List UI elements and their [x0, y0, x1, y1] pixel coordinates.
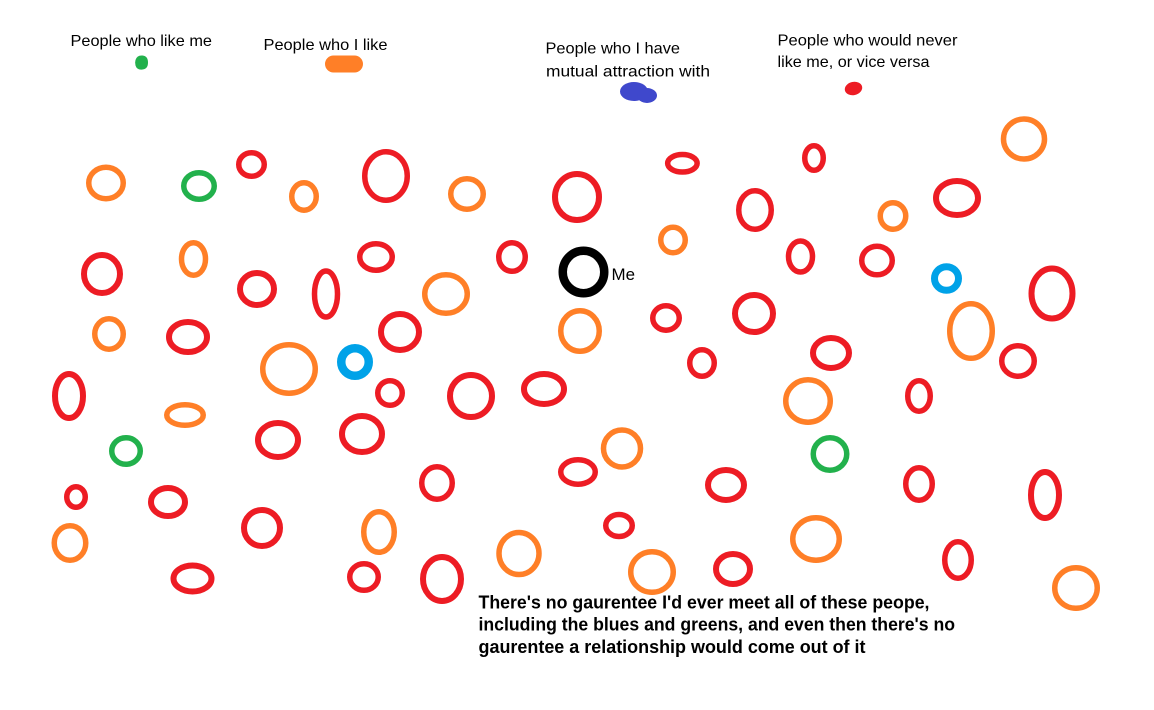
svg-text:People who like me: People who like me [71, 33, 213, 50]
svg-text:mutual attraction with: mutual attraction with [546, 64, 710, 81]
svg-text:People who would never: People who would never [778, 33, 958, 50]
svg-text:including the blues and greens: including the blues and greens, and even… [479, 614, 956, 635]
svg-text:gaurentee a relationship would: gaurentee a relationship would come out … [479, 636, 867, 657]
svg-text:like me, or vice versa: like me, or vice versa [778, 54, 930, 71]
svg-text:There's no gaurentee I'd ever: There's no gaurentee I'd ever meet all o… [479, 592, 930, 613]
svg-text:Me: Me [612, 266, 636, 284]
svg-text:People who I have: People who I have [546, 41, 681, 58]
svg-text:People who I like: People who I like [264, 37, 388, 54]
